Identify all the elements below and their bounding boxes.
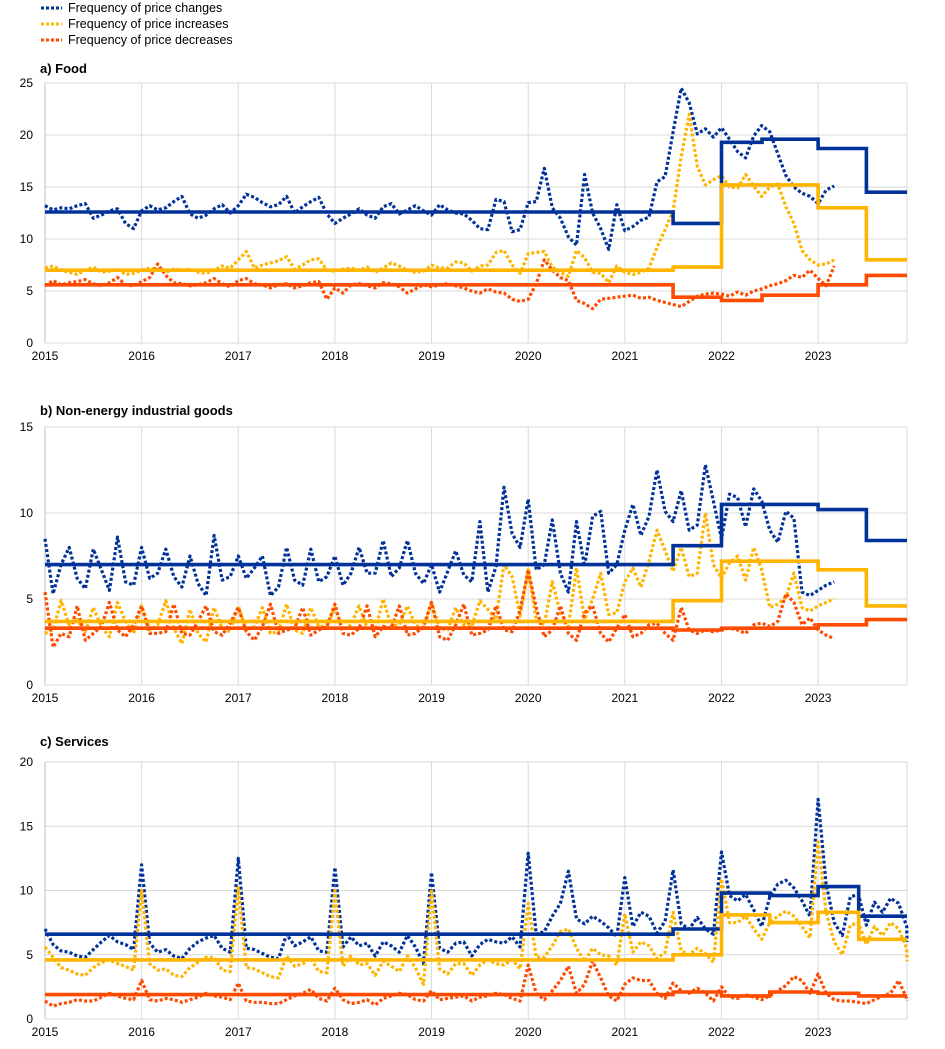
- x-tick-label: 2020: [515, 1025, 542, 1039]
- series-line-changes-average: [45, 137, 907, 226]
- x-tick-label: 2015: [32, 349, 59, 363]
- x-tick-label: 2015: [32, 691, 59, 705]
- legend-swatch-increases: [41, 22, 62, 26]
- x-tick-label: 2023: [805, 691, 832, 705]
- y-tick-label: 10: [20, 884, 34, 898]
- series-line-changes-monthly: [43, 463, 835, 598]
- x-tick-label: 2020: [515, 349, 542, 363]
- legend-swatch-changes: [41, 6, 62, 10]
- series-line-increases-monthly: [43, 840, 909, 986]
- x-tick-label: 2018: [322, 1025, 349, 1039]
- y-tick-label: 5: [26, 284, 33, 298]
- chart-food: 0 5 10 15 20 25 2015 2016 2017 2018 2019 2020 2021 20…: [20, 76, 908, 363]
- x-tick-label: 2023: [805, 1025, 832, 1039]
- x-tick-label: 2016: [128, 349, 155, 363]
- x-tick-label: 2018: [322, 349, 349, 363]
- legend-item-increases: Frequency of price increases: [40, 16, 233, 32]
- panel-title-neig: b) Non-energy industrial goods: [40, 403, 233, 418]
- y-tick-label: 0: [26, 336, 33, 350]
- series-line-increases-average: [45, 910, 907, 962]
- x-tick-label: 2015: [32, 1025, 59, 1039]
- x-tick-label: 2019: [418, 349, 445, 363]
- y-tick-label: 20: [20, 755, 34, 769]
- series-line-changes-average: [45, 502, 907, 567]
- y-tick-label: 15: [20, 180, 34, 194]
- x-tick-label: 2016: [128, 1025, 155, 1039]
- series-line-decreases-average: [45, 990, 907, 998]
- x-tick-label: 2022: [708, 349, 735, 363]
- series-line-decreases-average: [45, 273, 907, 303]
- x-tick-label: 2022: [708, 691, 735, 705]
- y-tick-label: 0: [26, 678, 33, 692]
- legend-swatch-decreases: [41, 38, 62, 42]
- x-tick-label: 2021: [611, 349, 638, 363]
- series-line-decreases-average: [45, 617, 907, 632]
- legend-item-decreases: Frequency of price decreases: [40, 32, 233, 48]
- x-tick-label: 2019: [418, 691, 445, 705]
- legend-label-decreases: Frequency of price decreases: [68, 33, 233, 47]
- legend-label-changes: Frequency of price changes: [68, 1, 223, 15]
- y-tick-label: 5: [26, 948, 33, 962]
- chart-non-energy-industrial-goods: 0 5 10 15 2015 2016 2017 2018 2019 2020 2021 2022 20…: [20, 420, 908, 705]
- legend: Frequency of price changes Frequency of …: [40, 0, 233, 48]
- series-line-changes-average: [45, 884, 907, 937]
- x-tick-label: 2017: [225, 349, 252, 363]
- legend-item-changes: Frequency of price changes: [40, 0, 233, 16]
- x-tick-label: 2018: [322, 691, 349, 705]
- y-tick-label: 5: [26, 592, 33, 606]
- legend-label-increases: Frequency of price increases: [68, 17, 229, 31]
- series-line-decreases-monthly: [44, 959, 909, 1008]
- y-tick-label: 25: [20, 76, 34, 90]
- x-tick-label: 2022: [708, 1025, 735, 1039]
- x-tick-label: 2021: [611, 691, 638, 705]
- series-line-increases-average: [45, 559, 907, 624]
- y-tick-label: 15: [20, 819, 34, 833]
- y-tick-label: 20: [20, 128, 34, 142]
- x-tick-label: 2017: [225, 691, 252, 705]
- y-tick-label: 10: [20, 506, 34, 520]
- x-tick-label: 2016: [128, 691, 155, 705]
- series-line-increases-average: [45, 183, 907, 273]
- x-tick-label: 2019: [418, 1025, 445, 1039]
- x-tick-label: 2020: [515, 691, 542, 705]
- x-tick-label: 2021: [611, 1025, 638, 1039]
- y-tick-label: 10: [20, 232, 34, 246]
- x-tick-label: 2017: [225, 1025, 252, 1039]
- y-tick-label: 15: [20, 420, 34, 434]
- panel-title-food: a) Food: [40, 61, 87, 76]
- series-line-changes-monthly: [43, 797, 909, 966]
- x-tick-label: 2023: [805, 349, 832, 363]
- panel-title-services: c) Services: [40, 734, 109, 749]
- y-tick-label: 0: [26, 1012, 33, 1026]
